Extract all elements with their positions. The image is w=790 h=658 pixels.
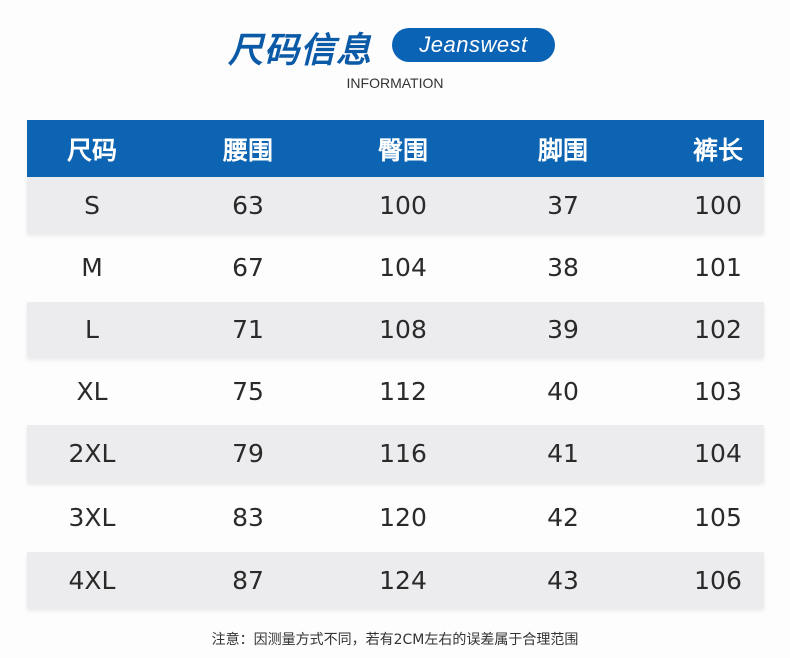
table-cell: 43 — [547, 565, 579, 595]
table-row: S 63 100 37 100 — [27, 177, 764, 233]
table-row: M 67 104 38 101 — [27, 233, 764, 302]
table-cell: 79 — [232, 439, 264, 468]
measurement-note: 注意：因测量方式不同，若有2CM左右的误差属于合理范围 — [211, 632, 579, 648]
table-cell: 101 — [694, 253, 742, 282]
table-cell: 104 — [379, 253, 427, 282]
table-cell: 108 — [379, 315, 427, 344]
table-row: 4XL 87 124 43 106 — [27, 552, 764, 608]
page-title: 尺码信息 — [228, 31, 373, 71]
table-cell: 83 — [232, 502, 264, 532]
table-row: 2XL 79 116 41 104 — [27, 425, 764, 482]
column-header: 裤长 — [692, 135, 743, 165]
table-header: 尺码 腰围 臀围 脚围 裤长 — [27, 120, 764, 177]
table-cell: 103 — [694, 376, 742, 406]
table-cell: 112 — [379, 376, 427, 406]
table-cell: 41 — [547, 439, 579, 468]
table-cell: 2XL — [68, 439, 116, 468]
column-header: 臀围 — [377, 135, 428, 165]
table-cell: 71 — [232, 315, 264, 344]
table-cell: 3XL — [68, 502, 116, 532]
table-cell: L — [85, 315, 99, 344]
table-cell: 100 — [694, 190, 742, 220]
table-cell: 37 — [547, 190, 579, 220]
column-header: 腰围 — [222, 135, 273, 165]
table-cell: 116 — [379, 439, 427, 468]
table-cell: 63 — [232, 190, 264, 220]
column-header: 脚围 — [537, 135, 588, 165]
brand-logo-badge: Jeanswest — [392, 28, 555, 62]
table-cell: 105 — [694, 502, 742, 532]
table-row: XL 75 112 40 103 — [27, 357, 764, 425]
table-cell: M — [81, 253, 103, 282]
subtitle-text: INFORMATION — [346, 75, 444, 91]
table-row: L 71 108 39 102 — [27, 302, 764, 357]
table-cell: 124 — [379, 565, 427, 595]
table-cell: 100 — [379, 190, 427, 220]
table-cell: 120 — [379, 502, 427, 532]
page-subtitle: INFORMATION — [0, 75, 790, 91]
table-cell: 4XL — [68, 565, 116, 595]
table-cell: 104 — [694, 439, 742, 468]
table-cell: 67 — [232, 253, 264, 282]
table-cell: 106 — [694, 565, 742, 595]
table-cell: S — [84, 190, 100, 220]
table-row: 3XL 83 120 42 105 — [27, 482, 764, 552]
table-cell: 42 — [547, 502, 579, 532]
column-header: 尺码 — [66, 135, 117, 165]
table-cell: 40 — [547, 376, 579, 406]
table-cell: XL — [76, 376, 108, 406]
table-cell: 102 — [694, 315, 742, 344]
table-cell: 39 — [547, 315, 579, 344]
table-cell: 75 — [232, 376, 264, 406]
table-cell: 87 — [232, 565, 264, 595]
table-cell: 38 — [547, 253, 579, 282]
